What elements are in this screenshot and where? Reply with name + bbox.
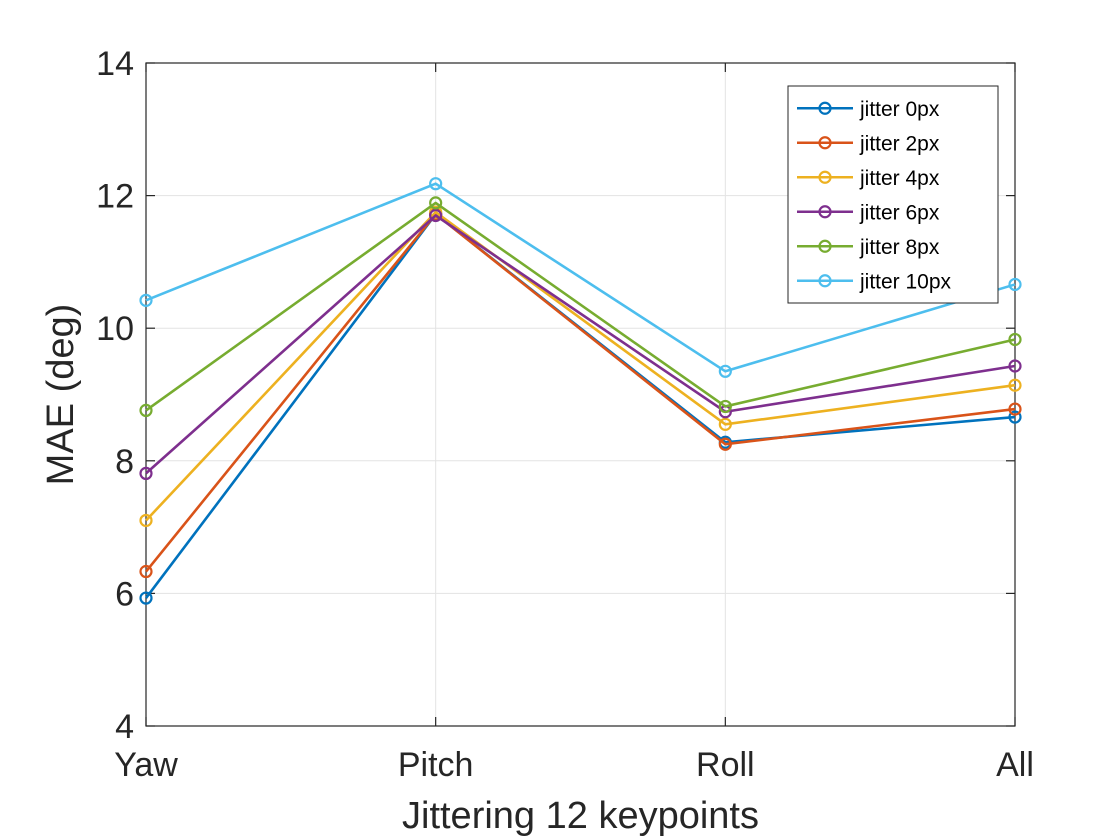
legend-swatch-marker <box>818 101 832 115</box>
x-tick-label: Yaw <box>114 746 178 784</box>
series-line <box>145 201 1016 412</box>
y-tick-label: 8 <box>115 443 134 481</box>
y-tick-label: 14 <box>96 45 134 83</box>
data-point <box>1008 378 1022 392</box>
legend-entry: jitter 10px <box>797 270 952 293</box>
legend-entry: jitter 6px <box>797 201 940 224</box>
data-point <box>1008 332 1022 347</box>
y-tick-label: 12 <box>96 178 134 216</box>
y-axis-label: MAE (deg) <box>40 304 82 486</box>
series-line <box>145 182 1016 373</box>
data-point <box>429 177 443 191</box>
series-jitter-8px <box>139 196 1022 418</box>
series-jitter-4px <box>139 205 1022 528</box>
series-line <box>145 214 1016 475</box>
legend-entry: jitter 8px <box>797 236 940 259</box>
series-line <box>145 210 1016 522</box>
data-point <box>429 208 443 223</box>
legend-swatch-marker <box>818 239 832 253</box>
legend-entry: jitter 4px <box>797 167 940 190</box>
data-point <box>718 364 732 378</box>
x-axis-label: Jittering 12 keypoints <box>402 795 759 837</box>
y-tick-label: 4 <box>115 708 134 746</box>
legend-label: jitter 6px <box>859 201 940 224</box>
data-point <box>718 437 732 451</box>
y-tick-label: 10 <box>96 310 134 348</box>
plot-area <box>145 62 1016 727</box>
series-line <box>144 212 1016 573</box>
data-point <box>1008 359 1022 373</box>
legend: jitter 0px jitter 2px jitter 4px jitter 6px… <box>787 85 999 304</box>
legend-label: jitter 0px <box>859 98 940 121</box>
data-point <box>718 417 732 431</box>
series-jitter-10px <box>139 177 1022 378</box>
legend-label: jitter 10px <box>859 270 952 293</box>
data-point <box>139 466 153 480</box>
legend-swatch-marker <box>818 205 832 219</box>
legend-box <box>787 85 999 304</box>
legend-label: jitter 4px <box>859 167 940 190</box>
legend-swatch-marker <box>818 170 832 184</box>
y-tick-label: 6 <box>115 575 134 613</box>
data-point <box>139 513 153 528</box>
x-tick-label: All <box>996 746 1034 784</box>
axis-ticks: 4 6 8 10 12 14 Yaw Pitch Roll All <box>96 45 1034 784</box>
data-point <box>429 196 443 210</box>
legend-label: jitter 8px <box>859 236 940 259</box>
data-point <box>718 399 732 414</box>
legend-entry: jitter 2px <box>797 132 940 155</box>
data-point <box>1008 410 1022 424</box>
data-point <box>139 403 153 418</box>
series-jitter-2px <box>139 207 1022 579</box>
x-tick-label: Pitch <box>398 746 474 784</box>
legend-entry: jitter 0px <box>797 98 940 121</box>
series-group <box>139 177 1022 605</box>
data-point <box>1008 277 1022 292</box>
legend-label: jitter 2px <box>859 132 940 155</box>
data-point <box>139 591 153 605</box>
data-point <box>1008 402 1022 416</box>
legend-swatch-marker <box>818 274 832 288</box>
data-point <box>139 564 153 579</box>
x-tick-label: Roll <box>696 746 755 784</box>
legend-swatch-marker <box>818 136 832 150</box>
data-point <box>139 293 153 307</box>
